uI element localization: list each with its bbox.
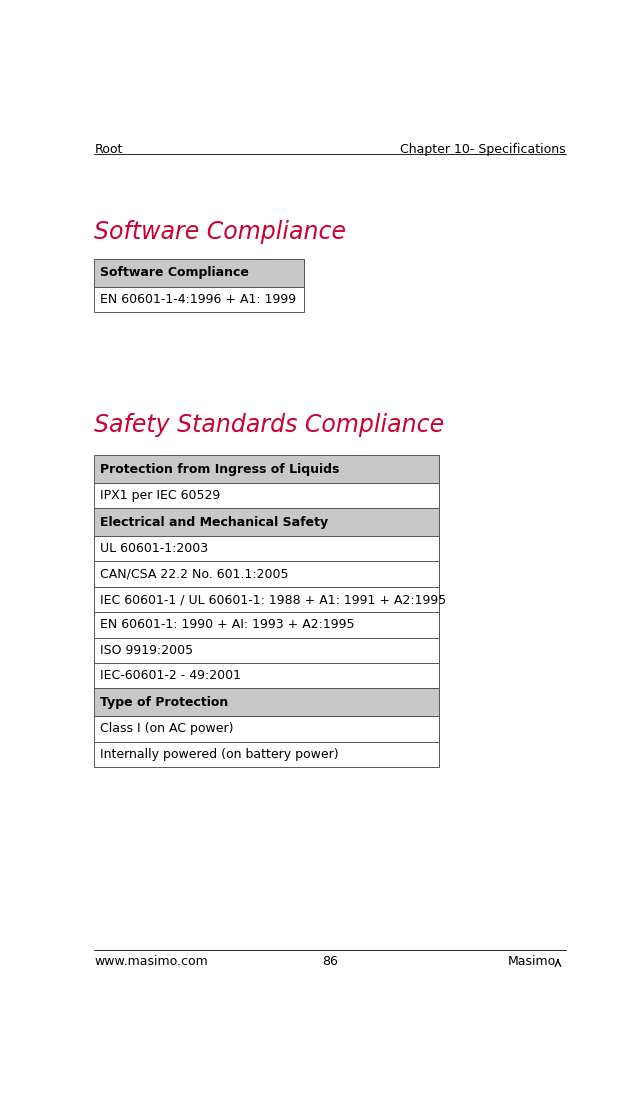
Text: ISO 9919:2005: ISO 9919:2005	[100, 643, 193, 657]
Text: IEC 60601-1 / UL 60601-1: 1988 + A1: 1991 + A2:1995: IEC 60601-1 / UL 60601-1: 1988 + A1: 199…	[100, 593, 446, 606]
Text: IPX1 per IEC 60529: IPX1 per IEC 60529	[100, 489, 220, 502]
Bar	[95, 483, 439, 508]
Bar	[95, 663, 439, 688]
Text: Electrical and Mechanical Safety: Electrical and Mechanical Safety	[100, 516, 328, 528]
Text: CAN/CSA 22.2 No. 601.1:2005: CAN/CSA 22.2 No. 601.1:2005	[100, 568, 289, 581]
Bar	[95, 456, 439, 483]
Bar	[95, 287, 304, 312]
Bar	[95, 688, 439, 716]
Text: Masimo: Masimo	[508, 955, 556, 968]
Bar	[95, 508, 439, 536]
Text: Safety Standards Compliance: Safety Standards Compliance	[95, 413, 444, 437]
Bar	[95, 638, 439, 663]
Bar	[95, 561, 439, 586]
Bar	[95, 536, 439, 561]
Bar	[95, 716, 439, 741]
Text: Internally powered (on battery power): Internally powered (on battery power)	[100, 748, 339, 761]
Text: UL 60601-1:2003: UL 60601-1:2003	[100, 542, 208, 556]
Text: EN 60601-1-4:1996 + A1: 1999: EN 60601-1-4:1996 + A1: 1999	[100, 293, 296, 305]
Text: Class I (on AC power): Class I (on AC power)	[100, 722, 233, 736]
Text: www.masimo.com: www.masimo.com	[95, 955, 208, 968]
Text: Protection from Ingress of Liquids: Protection from Ingress of Liquids	[100, 462, 339, 475]
Text: 86: 86	[322, 955, 338, 968]
Bar	[95, 586, 439, 613]
Text: Chapter 10- Specifications: Chapter 10- Specifications	[400, 144, 565, 156]
Text: EN 60601-1: 1990 + AI: 1993 + A2:1995: EN 60601-1: 1990 + AI: 1993 + A2:1995	[100, 618, 354, 631]
Text: Type of Protection: Type of Protection	[100, 696, 228, 709]
Bar	[95, 741, 439, 768]
Text: IEC-60601-2 - 49:2001: IEC-60601-2 - 49:2001	[100, 670, 241, 682]
Bar	[95, 613, 439, 638]
Text: Root: Root	[95, 144, 123, 156]
Text: Software Compliance: Software Compliance	[100, 266, 249, 279]
Text: Software Compliance: Software Compliance	[95, 221, 346, 245]
Bar	[95, 259, 304, 287]
